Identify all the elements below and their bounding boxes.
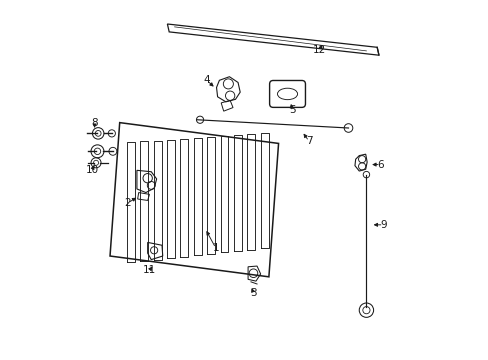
Text: 4: 4 [203, 75, 210, 85]
Text: 1: 1 [212, 243, 219, 253]
Text: 2: 2 [124, 198, 131, 208]
Text: 6: 6 [377, 159, 383, 170]
Text: 10: 10 [85, 165, 99, 175]
Text: 8: 8 [91, 118, 98, 128]
Text: 9: 9 [380, 220, 386, 230]
Text: 3: 3 [250, 288, 256, 298]
Text: 7: 7 [305, 136, 312, 146]
Text: 5: 5 [288, 105, 295, 115]
Text: 11: 11 [142, 265, 156, 275]
Text: 12: 12 [312, 45, 326, 55]
